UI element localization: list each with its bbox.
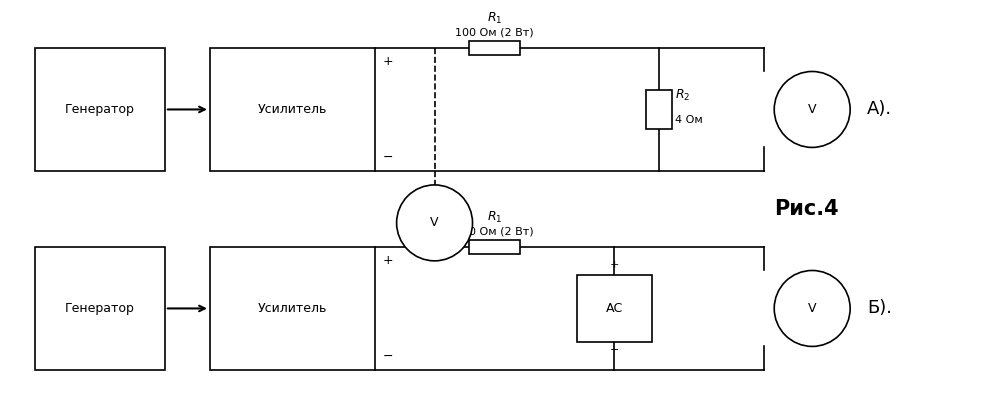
- Text: −: −: [609, 345, 619, 355]
- Text: +: +: [383, 254, 394, 267]
- Ellipse shape: [774, 271, 850, 346]
- Bar: [210, 247, 375, 370]
- Ellipse shape: [774, 72, 850, 147]
- Text: А).: А).: [867, 100, 892, 119]
- Bar: [469, 240, 520, 254]
- Text: $R_1$: $R_1$: [487, 11, 502, 26]
- Text: Рис.4: Рис.4: [774, 199, 839, 219]
- Text: +: +: [609, 260, 619, 270]
- Text: $R_2$: $R_2$: [675, 88, 690, 103]
- Bar: [577, 275, 651, 342]
- Text: −: −: [383, 350, 394, 363]
- Bar: [469, 41, 520, 55]
- Text: Генератор: Генератор: [65, 103, 135, 116]
- Text: Б).: Б).: [867, 299, 892, 318]
- Ellipse shape: [397, 185, 473, 261]
- Text: V: V: [431, 217, 439, 229]
- Text: V: V: [808, 103, 816, 116]
- Bar: [35, 247, 165, 370]
- Text: +: +: [383, 55, 394, 68]
- Text: Генератор: Генератор: [65, 302, 135, 315]
- Text: 4 Ом: 4 Ом: [675, 115, 703, 125]
- Text: Усилитель: Усилитель: [258, 302, 327, 315]
- Bar: [646, 90, 672, 129]
- Text: 100 Ом (2 Вт): 100 Ом (2 Вт): [456, 227, 533, 237]
- Text: V: V: [808, 302, 816, 315]
- Text: АС: АС: [605, 302, 623, 315]
- Bar: [210, 48, 375, 171]
- Text: Усилитель: Усилитель: [258, 103, 327, 116]
- Text: $R_1$: $R_1$: [487, 210, 502, 225]
- Text: −: −: [383, 151, 394, 164]
- Bar: [35, 48, 165, 171]
- Text: 100 Ом (2 Вт): 100 Ом (2 Вт): [456, 28, 533, 38]
